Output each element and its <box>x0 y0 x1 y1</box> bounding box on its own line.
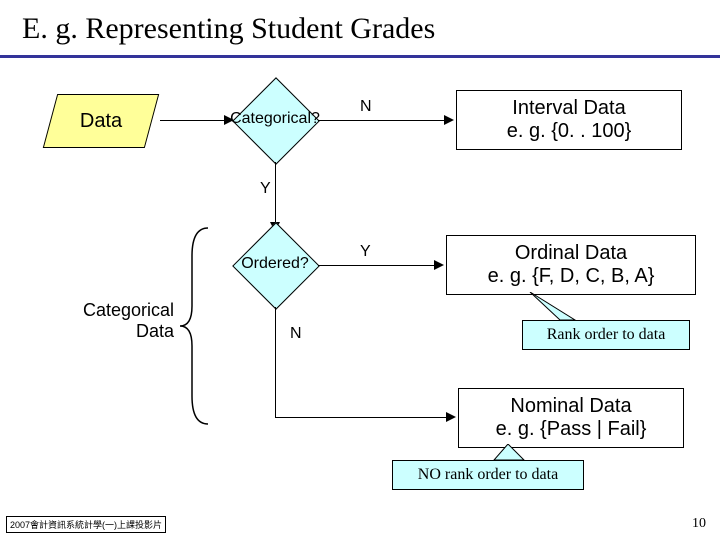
interval-line2: e. g. {0. . 100} <box>507 120 632 143</box>
callout-norank: NO rank order to data <box>392 460 584 490</box>
ordinal-line1: Ordinal Data <box>515 242 627 265</box>
brace-line1: Categorical <box>44 300 174 321</box>
arrow-head-3 <box>434 260 444 270</box>
arrow-head-4 <box>446 412 456 422</box>
ordinal-line2: e. g. {F, D, C, B, A} <box>488 265 655 288</box>
arrow-head-2 <box>444 115 454 125</box>
footer: 2007會計資訊系統計學(一)上課投影片 <box>6 516 166 533</box>
brace-label: Categorical Data <box>44 300 174 342</box>
arrow-categorical-to-interval <box>318 120 446 121</box>
categorical-decision-label: Categorical? <box>225 110 325 128</box>
data-node-label: Data <box>51 95 151 147</box>
slide: E. g. Representing Student Grades Data C… <box>0 0 720 540</box>
callout-norank-text: NO rank order to data <box>418 466 558 484</box>
callout-rank-text: Rank order to data <box>547 326 666 344</box>
nominal-line1: Nominal Data <box>510 395 631 418</box>
interval-line1: Interval Data <box>512 97 625 120</box>
arrow-categorical-to-ordered <box>275 162 276 224</box>
slide-title: E. g. Representing Student Grades <box>22 12 435 46</box>
label-n2: N <box>290 325 302 343</box>
arrow-data-to-categorical <box>160 120 226 121</box>
nominal-line2: e. g. {Pass | Fail} <box>496 418 647 441</box>
brace-icon <box>178 226 214 426</box>
label-y2: Y <box>360 243 371 261</box>
title-text: E. g. Representing Student Grades <box>22 12 435 45</box>
title-underline <box>0 55 720 58</box>
page-number: 10 <box>692 516 706 532</box>
interval-box: Interval Data e. g. {0. . 100} <box>456 90 682 150</box>
callout-rank: Rank order to data <box>522 320 690 350</box>
ordered-decision-label: Ordered? <box>230 255 320 273</box>
page-number-text: 10 <box>692 516 706 531</box>
arrow-ordered-to-ordinal <box>318 265 436 266</box>
arrow-ordered-down <box>275 307 276 417</box>
arrow-ordered-to-nominal-h <box>275 417 448 418</box>
nominal-box: Nominal Data e. g. {Pass | Fail} <box>458 388 684 448</box>
label-y1: Y <box>260 180 271 198</box>
brace-line2: Data <box>44 321 174 342</box>
data-node: Data <box>43 94 159 148</box>
label-n1: N <box>360 98 372 116</box>
footer-text: 2007會計資訊系統計學(一)上課投影片 <box>10 520 162 530</box>
ordinal-box: Ordinal Data e. g. {F, D, C, B, A} <box>446 235 696 295</box>
callout-rank-tail <box>520 292 580 322</box>
